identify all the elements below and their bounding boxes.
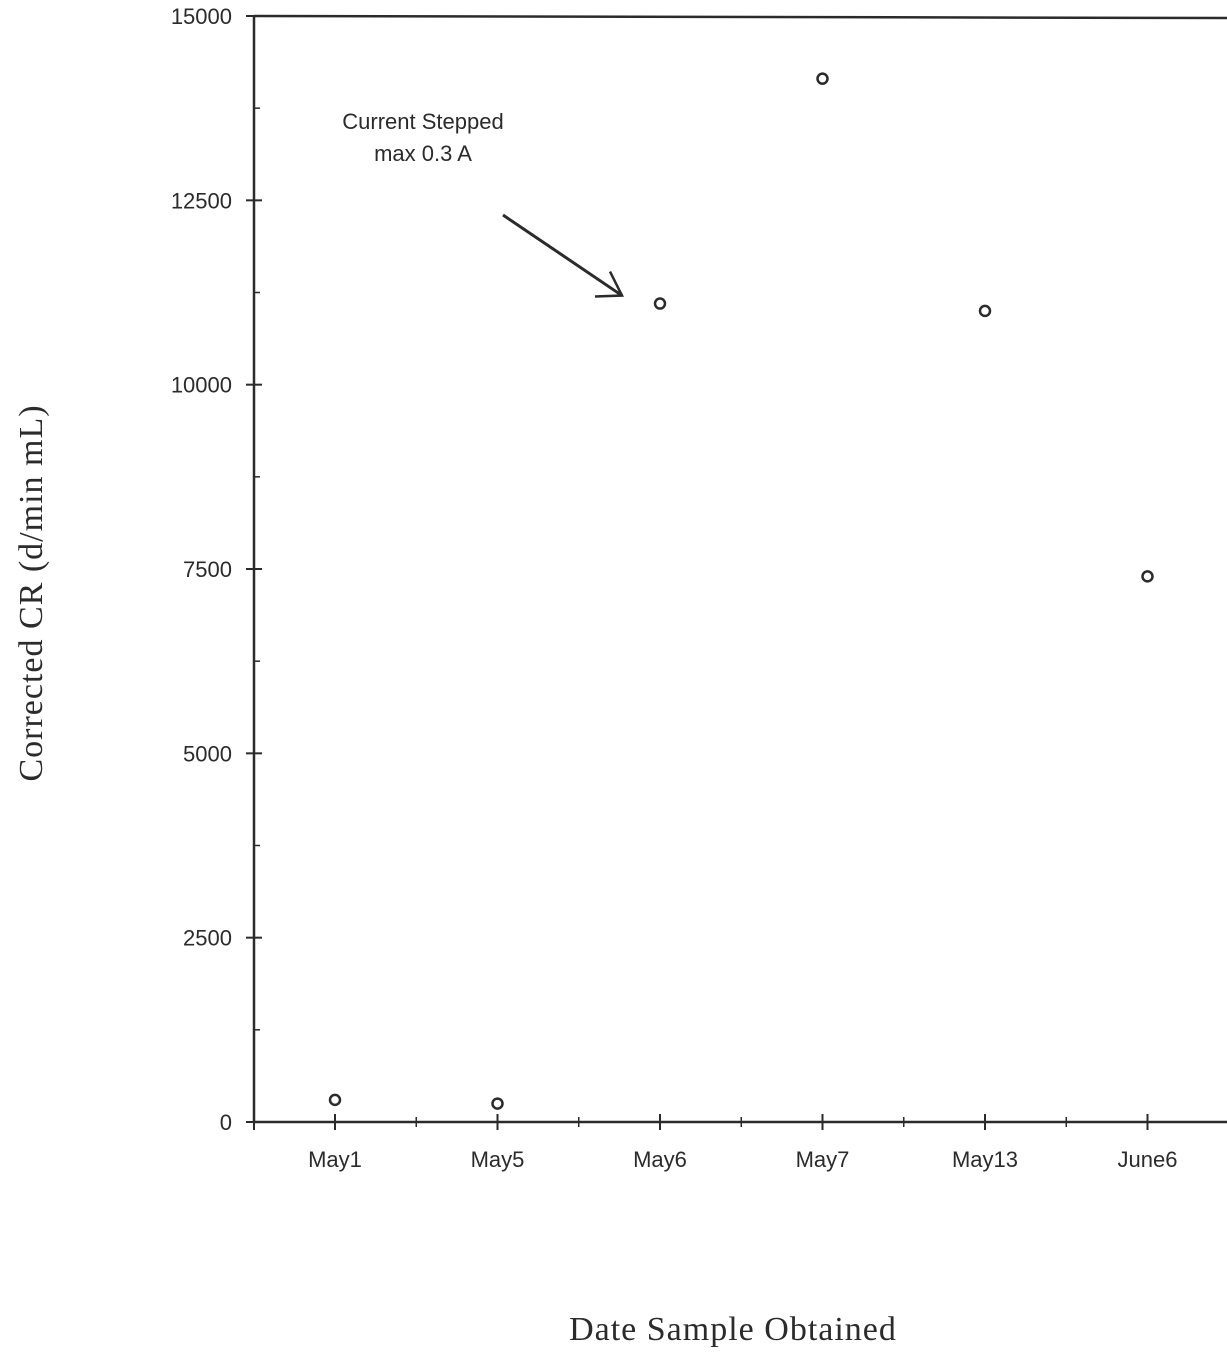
annotation-text-line-2: max 0.3 A	[374, 141, 472, 166]
annotation-text-line-1: Current Stepped	[342, 109, 503, 134]
x-tick-label: May5	[471, 1147, 525, 1172]
y-tick-label: 15000	[171, 4, 232, 29]
y-tick-label: 7500	[183, 557, 232, 582]
y-tick-label: 0	[220, 1110, 232, 1135]
points-group	[328, 72, 1154, 1110]
annotation-arrow-head	[594, 271, 624, 298]
x-tick-label: May6	[633, 1147, 687, 1172]
data-point	[816, 72, 829, 85]
ticks-group: 0 2500 5000 7500 10000 12500 15000 May1 May5 May6…	[171, 4, 1178, 1172]
top-frame-line	[253, 14, 1227, 20]
y-tick-label: 12500	[171, 188, 232, 213]
data-point	[653, 297, 667, 310]
annotation-arrow-shaft	[502, 213, 623, 297]
x-axis-title: Date Sample Obtained	[569, 1311, 897, 1348]
data-point	[1141, 570, 1154, 583]
y-tick-label: 5000	[183, 741, 232, 766]
data-point	[978, 304, 992, 318]
y-axis-title: Corrected CR (d/min mL)	[13, 404, 50, 781]
y-tick-label: 10000	[171, 373, 232, 398]
annotation-group: Current Stepped max 0.3 A	[342, 109, 624, 298]
y-tick-label: 2500	[183, 926, 232, 951]
x-tick-label: June6	[1118, 1147, 1178, 1172]
data-point	[328, 1093, 342, 1107]
x-tick-label: May13	[952, 1147, 1018, 1172]
x-tick-label: May7	[796, 1147, 850, 1172]
axes-group	[252, 14, 1227, 1124]
data-point	[491, 1097, 504, 1110]
x-tick-label: May1	[308, 1147, 362, 1172]
